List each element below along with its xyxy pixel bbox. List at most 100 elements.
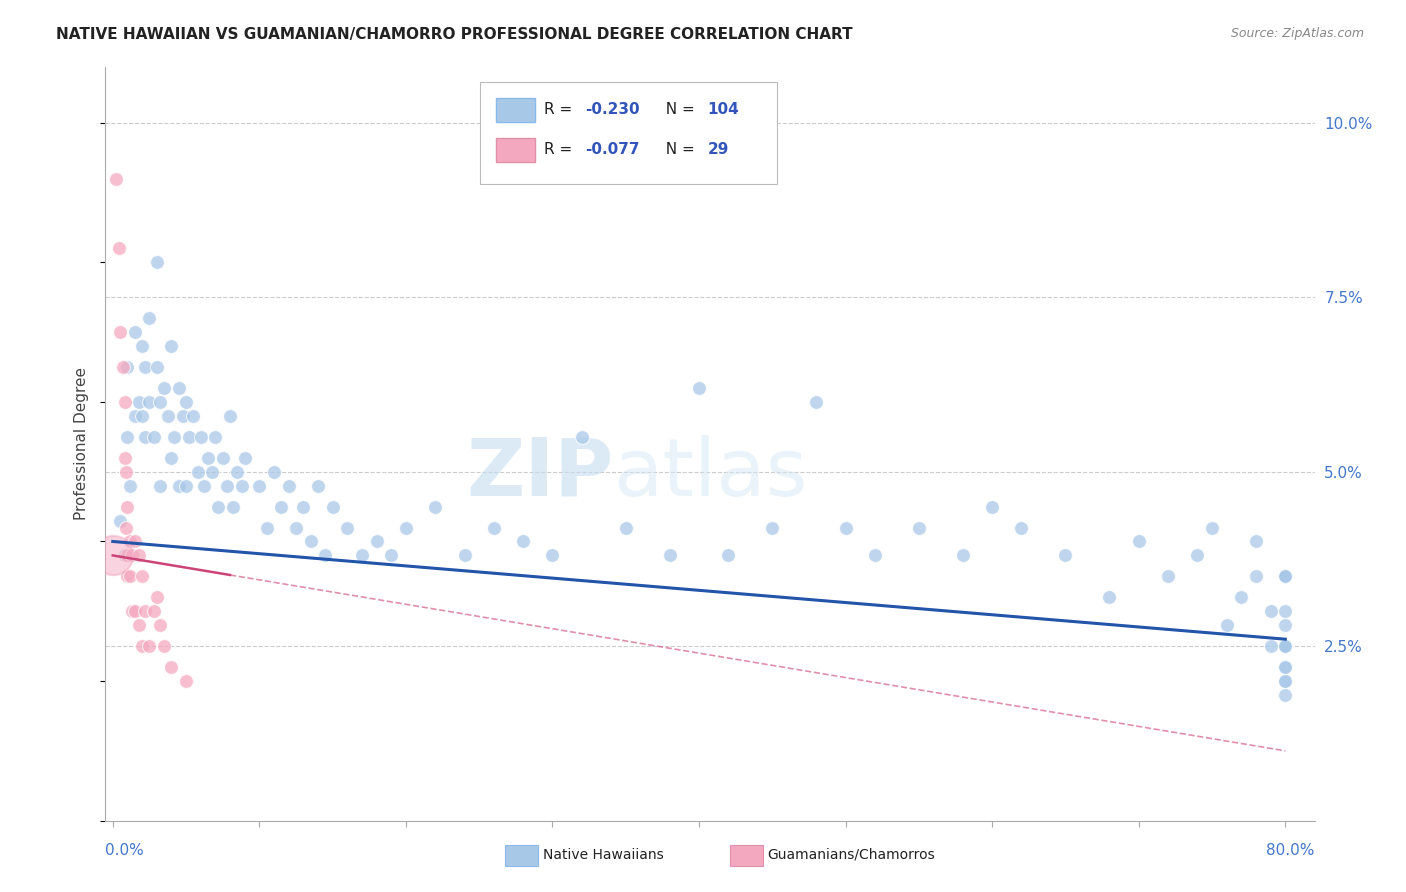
Point [134,430,156,444]
Point [120,534,142,549]
Point [395,520,418,534]
Point [160,339,183,353]
Point [128,549,150,563]
Point [1244,534,1267,549]
Point [1244,569,1267,583]
Point [222,500,245,514]
Point [177,430,200,444]
Point [1098,591,1121,605]
Point [717,549,740,563]
Text: -0.077: -0.077 [585,143,640,157]
Point [145,591,167,605]
Point [114,450,136,465]
Point [128,618,150,632]
Point [138,395,160,409]
Point [207,500,229,514]
Point [167,381,190,395]
Point [263,465,285,479]
Point [614,520,637,534]
Point [219,409,242,423]
Point [117,549,139,563]
Point [131,569,153,583]
Point [134,604,156,618]
Point [114,395,136,409]
Point [292,500,315,514]
Point [142,604,165,618]
Point [299,534,322,549]
Point [149,395,172,409]
Point [149,618,172,632]
Point [204,430,226,444]
Point [108,514,131,528]
Text: N =: N = [655,103,699,118]
Point [226,465,249,479]
Text: R =: R = [544,103,578,118]
Point [1274,569,1296,583]
Point [908,520,931,534]
Point [981,500,1004,514]
Point [1157,569,1180,583]
Point [117,500,139,514]
Point [1274,688,1296,702]
Point [1274,674,1296,689]
Point [1230,591,1253,605]
Text: Source: ZipAtlas.com: Source: ZipAtlas.com [1230,27,1364,40]
Y-axis label: Professional Degree: Professional Degree [75,368,90,520]
Point [120,478,142,492]
Point [1274,639,1296,653]
Point [285,520,308,534]
Point [1274,660,1296,674]
Point [131,639,153,653]
FancyBboxPatch shape [496,137,534,161]
Point [1274,569,1296,583]
Point [1274,618,1296,632]
Point [138,639,160,653]
Point [834,520,856,534]
Point [124,325,146,339]
Point [512,534,534,549]
Point [1128,534,1150,549]
Point [1011,520,1033,534]
Point [124,409,146,423]
Text: Native Hawaiians: Native Hawaiians [543,847,664,862]
Point [211,450,233,465]
Point [806,395,828,409]
Point [174,674,197,689]
Point [1274,639,1296,653]
Point [247,478,270,492]
Point [174,478,197,492]
Point [193,478,215,492]
Point [658,549,681,563]
Point [1054,549,1077,563]
Point [217,478,239,492]
Point [1260,639,1282,653]
Point [138,311,160,326]
Text: 104: 104 [707,103,740,118]
Point [101,549,124,563]
Point [145,359,167,374]
Point [117,359,139,374]
Point [104,171,127,186]
Point [233,450,256,465]
Point [149,478,172,492]
Point [863,549,886,563]
Text: ZIP: ZIP [465,435,613,513]
Point [124,604,146,618]
Point [1274,639,1296,653]
Point [121,604,143,618]
Point [541,549,564,563]
Point [270,500,292,514]
Point [761,520,783,534]
Point [174,395,197,409]
Point [121,549,143,563]
Point [117,430,139,444]
Point [201,465,224,479]
Point [350,549,373,563]
Point [107,241,129,255]
Text: -0.230: -0.230 [585,103,640,118]
Text: Guamanians/Chamorros: Guamanians/Chamorros [768,847,935,862]
Point [120,569,142,583]
Point [336,520,359,534]
Point [160,450,183,465]
Point [256,520,278,534]
